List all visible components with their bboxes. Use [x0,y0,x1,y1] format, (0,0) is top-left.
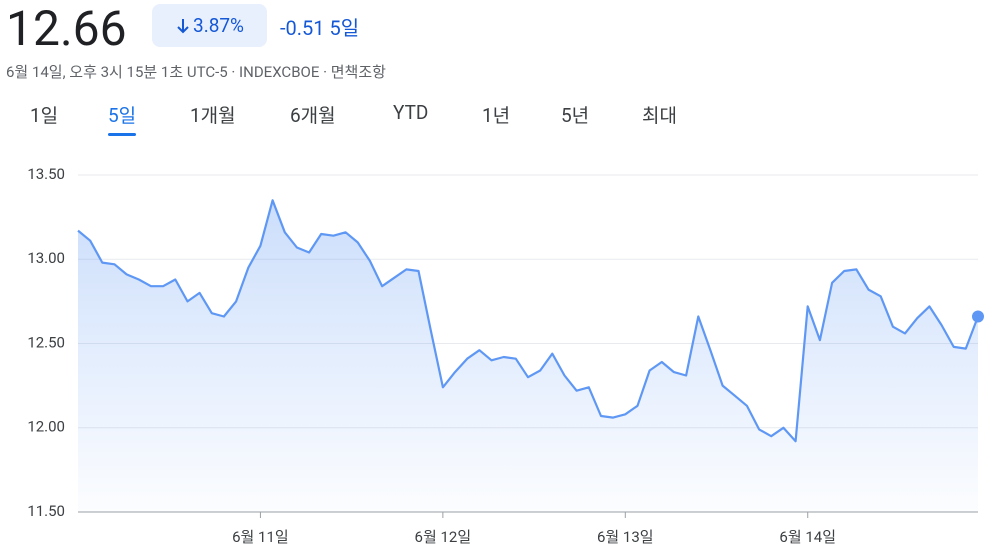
range-tab[interactable]: 최대 [642,104,677,127]
y-tick-label: 13.00 [27,249,65,267]
range-tab[interactable]: 5일 [108,101,137,136]
change-percent: 3.87% [193,14,244,37]
range-tab[interactable]: 1년 [482,104,511,127]
last-point [972,310,984,323]
x-tick-label: 6월 14일 [779,528,836,546]
change-percent-pill: 3.87% [152,4,267,47]
x-tick-label: 6월 11일 [232,528,289,546]
line [77,199,980,443]
x-tick-label: 6월 13일 [597,528,654,546]
area [78,200,978,513]
range-tab[interactable]: 1개월 [190,104,236,127]
y-tick-label: 12.00 [27,418,65,436]
x-tick-label: 6월 12일 [415,528,472,546]
range-tab[interactable]: 6개월 [290,104,336,127]
change: -0.51 [280,16,325,40]
price: 12.66 [6,0,127,57]
y-tick-label: 11.50 [27,502,65,520]
subtitle: 6월 14일, 오후 3시 15분 1초 UTC-5 · INDEXCBOE ·… [6,63,386,81]
range-tab[interactable]: 1일 [30,104,59,127]
period: 5일 [329,16,360,40]
change-row: -0.51 5일 [280,12,359,41]
y-tick-label: 13.50 [27,165,65,183]
down-arrow-icon [177,18,189,33]
range-tab[interactable]: 5년 [561,104,590,127]
y-tick-label: 12.50 [27,333,65,351]
range-tab[interactable]: YTD [393,101,429,124]
